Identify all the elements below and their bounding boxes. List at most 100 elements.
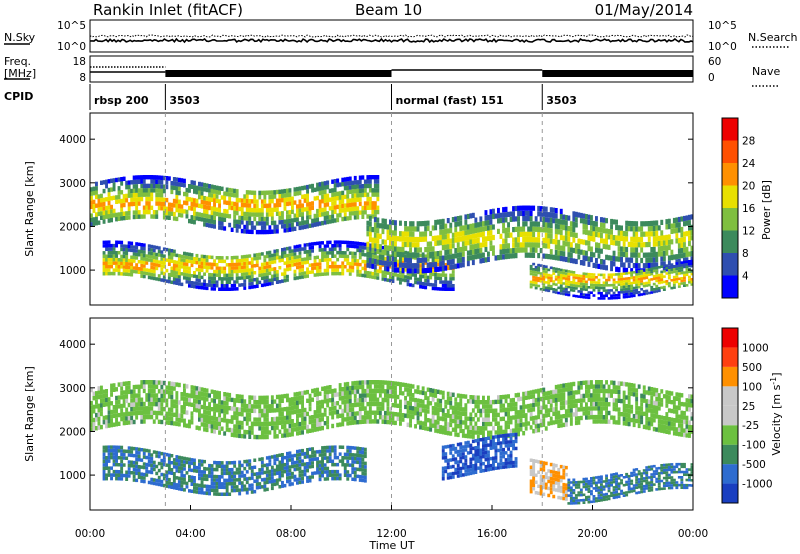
heatmap-cell bbox=[235, 415, 239, 421]
heatmap-cell bbox=[326, 180, 330, 185]
heatmap-cell bbox=[336, 414, 340, 419]
heatmap-cell bbox=[200, 254, 204, 259]
heatmap-cell bbox=[326, 244, 330, 248]
heatmap-cell bbox=[303, 198, 307, 203]
heatmap-cell bbox=[396, 273, 400, 278]
heatmap-cell bbox=[193, 202, 196, 207]
heatmap-cell bbox=[100, 385, 103, 390]
heatmap-cell bbox=[328, 214, 332, 220]
heatmap-cell bbox=[688, 278, 691, 281]
heatmap-cell bbox=[318, 241, 322, 245]
heatmap-cell bbox=[466, 429, 470, 434]
heatmap-cell bbox=[647, 231, 651, 237]
heatmap-cell bbox=[316, 262, 319, 266]
heatmap-cell bbox=[306, 250, 309, 254]
heatmap-cell bbox=[107, 414, 111, 420]
heatmap-cell bbox=[396, 416, 400, 421]
heatmap-cell bbox=[97, 211, 101, 217]
heatmap-cell bbox=[406, 226, 410, 232]
heatmap-cell bbox=[180, 272, 184, 276]
heatmap-cell bbox=[147, 275, 151, 280]
heatmap-cell bbox=[137, 179, 141, 184]
heatmap-cell bbox=[562, 240, 566, 246]
heatmap-cell bbox=[296, 186, 299, 192]
heatmap-cell bbox=[293, 255, 297, 260]
heatmap-cell bbox=[258, 229, 262, 235]
heatmap-cell bbox=[107, 250, 111, 255]
heatmap-cell bbox=[466, 240, 470, 246]
heatmap-cell bbox=[356, 420, 360, 425]
heatmap-cell bbox=[243, 194, 247, 199]
date-title: 01/May/2014 bbox=[595, 1, 693, 19]
heatmap-cell bbox=[172, 198, 176, 204]
heatmap-cell bbox=[416, 415, 420, 421]
heatmap-cell bbox=[637, 263, 641, 269]
heatmap-cell bbox=[293, 276, 297, 281]
heatmap-cell bbox=[115, 240, 118, 244]
heatmap-cell bbox=[592, 294, 596, 297]
heatmap-cell bbox=[612, 261, 616, 267]
heatmap-cell bbox=[517, 211, 520, 217]
heatmap-cell bbox=[316, 387, 319, 393]
heatmap-cell bbox=[647, 226, 651, 232]
heatmap-cell bbox=[439, 287, 443, 291]
heatmap-cell bbox=[600, 410, 603, 415]
heatmap-cell bbox=[579, 260, 583, 266]
heatmap-cell bbox=[499, 249, 503, 255]
heatmap-cell bbox=[130, 389, 134, 394]
heatmap-cell bbox=[203, 396, 206, 401]
heatmap-cell bbox=[122, 416, 126, 421]
heatmap-cell bbox=[466, 224, 470, 230]
heatmap-cell bbox=[645, 284, 649, 287]
heatmap-cell bbox=[494, 408, 498, 413]
heatmap-cell bbox=[283, 250, 287, 255]
heatmap-cell bbox=[652, 290, 656, 294]
heatmap-cell bbox=[333, 192, 337, 197]
heatmap-cell bbox=[685, 257, 689, 263]
heatmap-cell bbox=[243, 229, 247, 234]
heatmap-cell bbox=[579, 212, 583, 219]
heatmap-cell bbox=[630, 236, 634, 242]
noise-left-label: N.Sky bbox=[4, 31, 36, 44]
heatmap-cell bbox=[233, 411, 237, 416]
heatmap-cell bbox=[683, 263, 686, 269]
heatmap-cell bbox=[223, 266, 227, 271]
heatmap-cell bbox=[502, 403, 505, 408]
heatmap-cell bbox=[230, 192, 234, 198]
heatmap-cell bbox=[600, 284, 603, 287]
heatmap-cell bbox=[260, 276, 264, 281]
heatmap-cell bbox=[97, 198, 101, 203]
heatmap-cell bbox=[240, 394, 244, 400]
heatmap-cell bbox=[180, 258, 184, 262]
heatmap-cell bbox=[373, 384, 377, 389]
heatmap-cell bbox=[142, 188, 146, 193]
heatmap-cell bbox=[228, 222, 232, 228]
heatmap-cell bbox=[102, 210, 106, 216]
heatmap-cell bbox=[542, 288, 546, 291]
heatmap-cell bbox=[240, 420, 244, 426]
heatmap-cell bbox=[605, 291, 608, 295]
heatmap-cell bbox=[313, 427, 317, 432]
heatmap-cell bbox=[353, 175, 357, 181]
heatmap-cell bbox=[95, 412, 98, 418]
heatmap-cell bbox=[368, 205, 372, 210]
heatmap-cell bbox=[170, 189, 174, 195]
heatmap-cell bbox=[308, 201, 312, 207]
heatmap-cell bbox=[155, 415, 159, 420]
heatmap-cell bbox=[667, 255, 671, 261]
heatmap-cell bbox=[389, 265, 392, 269]
heatmap-cell bbox=[270, 278, 274, 282]
heatmap-cell bbox=[250, 260, 254, 265]
heatmap-cell bbox=[155, 384, 159, 389]
heatmap-cell bbox=[439, 403, 443, 408]
heatmap-cell bbox=[228, 266, 232, 270]
heatmap-cell bbox=[235, 287, 239, 291]
heatmap-cell bbox=[404, 396, 407, 401]
heatmap-cell bbox=[200, 404, 204, 410]
heatmap-cell bbox=[424, 271, 428, 276]
heatmap-cell bbox=[524, 205, 528, 211]
heatmap-cell bbox=[376, 217, 380, 223]
heatmap-cell bbox=[333, 179, 337, 184]
heatmap-cell bbox=[351, 202, 355, 207]
heatmap-cell bbox=[341, 391, 345, 396]
